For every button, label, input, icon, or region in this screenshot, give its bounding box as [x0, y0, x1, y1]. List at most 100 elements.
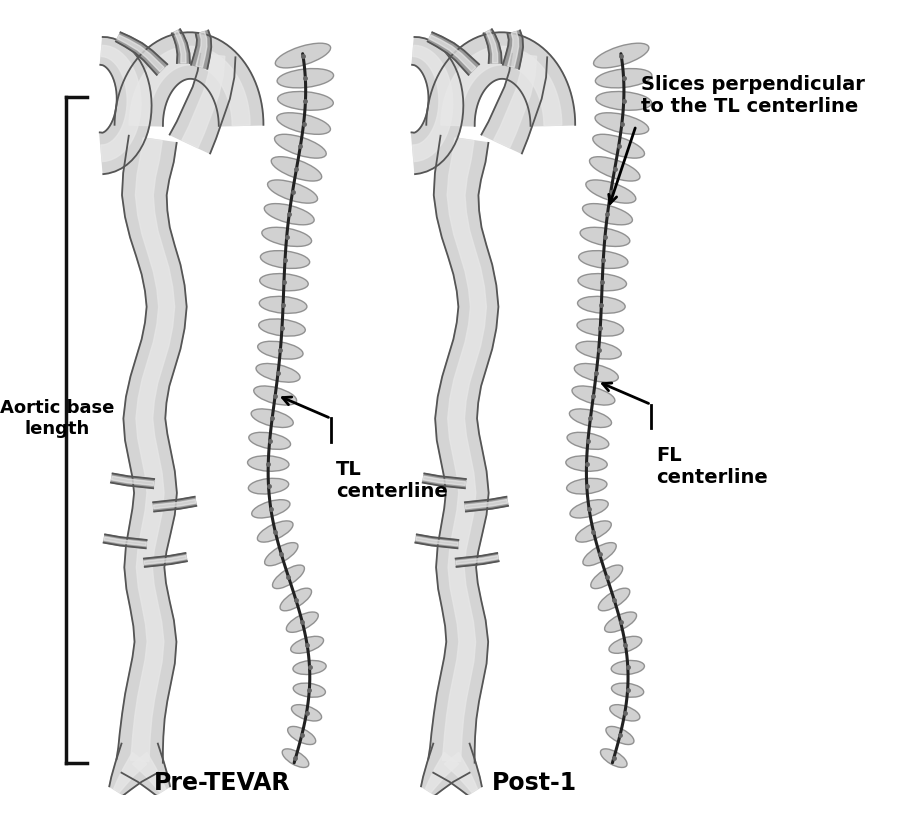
Ellipse shape	[248, 478, 289, 494]
Ellipse shape	[593, 134, 644, 158]
Ellipse shape	[577, 296, 625, 314]
Polygon shape	[503, 31, 523, 68]
Polygon shape	[508, 31, 519, 68]
Ellipse shape	[612, 683, 643, 697]
Polygon shape	[428, 136, 499, 763]
Polygon shape	[412, 37, 463, 174]
Polygon shape	[441, 46, 562, 125]
Polygon shape	[196, 31, 207, 68]
Ellipse shape	[291, 705, 321, 721]
Ellipse shape	[578, 274, 626, 290]
Polygon shape	[154, 499, 195, 509]
Polygon shape	[415, 535, 459, 549]
Ellipse shape	[252, 500, 290, 518]
Polygon shape	[111, 476, 154, 485]
Ellipse shape	[572, 386, 614, 405]
Polygon shape	[121, 743, 170, 795]
Text: Post-1: Post-1	[491, 771, 576, 795]
Polygon shape	[130, 138, 175, 761]
Ellipse shape	[259, 319, 305, 336]
Polygon shape	[175, 31, 186, 63]
Ellipse shape	[595, 92, 652, 111]
Ellipse shape	[272, 565, 304, 588]
Polygon shape	[172, 29, 190, 63]
Ellipse shape	[288, 727, 316, 744]
Ellipse shape	[570, 500, 608, 518]
Polygon shape	[486, 31, 498, 63]
Ellipse shape	[605, 727, 634, 744]
Polygon shape	[413, 45, 452, 162]
Ellipse shape	[591, 565, 623, 588]
Ellipse shape	[567, 432, 609, 450]
Polygon shape	[115, 32, 263, 126]
Ellipse shape	[577, 319, 624, 336]
Polygon shape	[100, 37, 152, 174]
Ellipse shape	[611, 661, 644, 675]
Ellipse shape	[256, 364, 300, 382]
Ellipse shape	[260, 274, 309, 290]
Polygon shape	[483, 29, 501, 63]
Polygon shape	[100, 45, 141, 162]
Ellipse shape	[277, 68, 334, 88]
Ellipse shape	[566, 455, 607, 471]
Ellipse shape	[251, 409, 293, 427]
Polygon shape	[426, 32, 576, 126]
Ellipse shape	[259, 296, 307, 314]
Ellipse shape	[275, 43, 330, 68]
Ellipse shape	[605, 612, 636, 632]
Ellipse shape	[293, 683, 326, 697]
Ellipse shape	[586, 180, 636, 203]
Ellipse shape	[580, 227, 630, 247]
Ellipse shape	[264, 204, 314, 224]
Polygon shape	[191, 31, 211, 68]
Polygon shape	[103, 535, 147, 549]
Polygon shape	[129, 46, 250, 125]
Ellipse shape	[286, 612, 319, 632]
Polygon shape	[465, 499, 508, 509]
Ellipse shape	[274, 134, 326, 158]
Polygon shape	[481, 54, 548, 153]
Polygon shape	[421, 743, 470, 795]
Polygon shape	[493, 54, 537, 148]
Polygon shape	[170, 54, 235, 153]
Polygon shape	[455, 553, 499, 567]
Ellipse shape	[268, 180, 318, 203]
Text: FL
centerline: FL centerline	[656, 446, 767, 488]
Ellipse shape	[578, 251, 628, 268]
Ellipse shape	[569, 409, 612, 427]
Text: Pre-TEVAR: Pre-TEVAR	[154, 771, 291, 795]
Ellipse shape	[253, 386, 297, 405]
Ellipse shape	[598, 588, 630, 610]
Polygon shape	[182, 54, 224, 148]
Polygon shape	[153, 497, 196, 512]
Text: Aortic base
length: Aortic base length	[0, 399, 114, 438]
Polygon shape	[144, 555, 186, 564]
Polygon shape	[433, 743, 481, 795]
Polygon shape	[110, 743, 157, 795]
Ellipse shape	[261, 251, 310, 268]
Polygon shape	[425, 752, 459, 793]
Ellipse shape	[264, 543, 298, 566]
Polygon shape	[104, 537, 147, 546]
Polygon shape	[424, 476, 465, 485]
Ellipse shape	[575, 364, 618, 382]
Ellipse shape	[258, 342, 303, 359]
Polygon shape	[118, 35, 164, 72]
Polygon shape	[117, 136, 186, 763]
Ellipse shape	[277, 113, 330, 134]
Ellipse shape	[272, 157, 321, 181]
Text: TL
centerline: TL centerline	[336, 460, 447, 502]
Polygon shape	[465, 497, 508, 512]
Polygon shape	[444, 752, 478, 793]
Ellipse shape	[594, 43, 649, 68]
Ellipse shape	[278, 92, 333, 111]
Polygon shape	[423, 474, 466, 488]
Ellipse shape	[589, 157, 640, 181]
Polygon shape	[132, 752, 166, 793]
Ellipse shape	[257, 521, 293, 542]
Polygon shape	[456, 555, 499, 564]
Ellipse shape	[595, 68, 652, 88]
Polygon shape	[415, 537, 458, 546]
Ellipse shape	[595, 113, 649, 134]
Polygon shape	[429, 35, 476, 72]
